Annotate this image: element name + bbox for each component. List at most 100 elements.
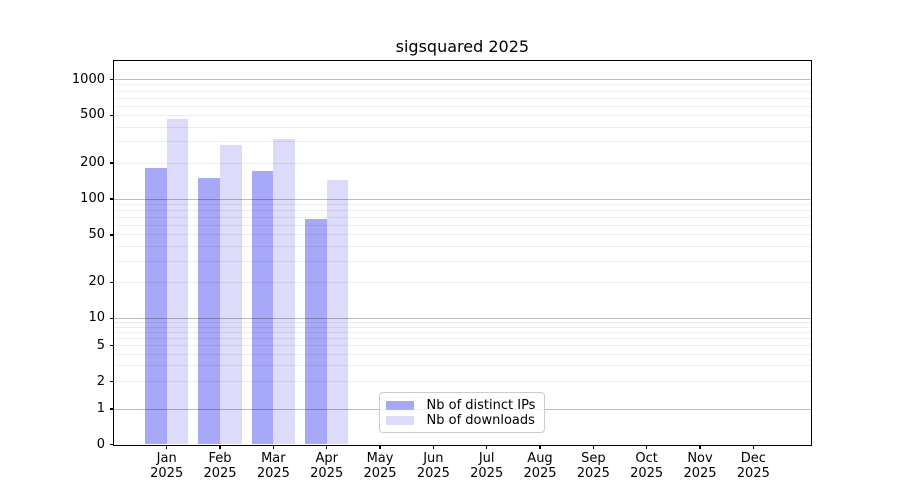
y-tick-mark <box>109 317 114 319</box>
minor-gridline <box>114 260 811 262</box>
y-tick-label: 200 <box>80 155 105 171</box>
x-tick-label: Dec 2025 <box>725 451 781 481</box>
x-tick-mark <box>486 444 488 449</box>
y-tick-mark <box>109 381 114 383</box>
x-tick-label: Mar 2025 <box>245 451 301 481</box>
y-tick-label: 100 <box>80 191 105 206</box>
bar-distinct-ips-jan <box>144 168 167 445</box>
legend: Nb of distinct IPs Nb of downloads <box>378 392 545 433</box>
bar-downloads-jan <box>166 118 189 445</box>
x-tick-year: 2025 <box>150 465 184 481</box>
x-tick-year: 2025 <box>416 465 450 481</box>
x-tick-label: Jul 2025 <box>459 451 515 481</box>
x-tick-label: Nov 2025 <box>672 451 728 481</box>
minor-gridline <box>114 345 811 347</box>
x-tick-mark <box>646 444 648 449</box>
bar-downloads-mar <box>273 138 296 445</box>
y-tick-mark <box>109 78 114 81</box>
bar-downloads-apr <box>326 179 349 445</box>
legend-swatch-distinct-ips <box>385 401 414 410</box>
y-tick-label: 500 <box>80 107 105 123</box>
major-gridline <box>114 198 811 200</box>
x-tick-year: 2025 <box>256 465 290 481</box>
y-tick-mark <box>109 281 114 283</box>
x-tick-year: 2025 <box>736 465 770 481</box>
x-tick-year: 2025 <box>363 465 397 481</box>
minor-gridline <box>114 126 811 128</box>
minor-gridline <box>114 114 811 116</box>
x-tick-mark <box>166 444 168 449</box>
bar-distinct-ips-mar <box>251 171 274 445</box>
y-tick-label: 5 <box>96 337 105 353</box>
minor-gridline <box>114 234 811 236</box>
legend-label-distinct-ips: Nb of distinct IPs <box>426 398 536 413</box>
x-tick-mark <box>592 444 594 449</box>
minor-gridline <box>114 105 811 107</box>
minor-gridline <box>114 203 811 205</box>
bar-distinct-ips-apr <box>304 218 327 445</box>
minor-gridline <box>114 90 811 92</box>
x-tick-label: Jun 2025 <box>405 451 461 481</box>
x-tick-mark <box>432 444 434 449</box>
x-tick-year: 2025 <box>310 465 344 481</box>
x-tick-mark <box>272 444 274 449</box>
major-gridline <box>114 79 811 80</box>
legend-swatch-downloads <box>385 416 414 425</box>
y-tick-label: 50 <box>88 226 105 242</box>
minor-gridline <box>114 216 811 218</box>
x-tick-label: Oct 2025 <box>619 451 675 481</box>
y-tick-mark <box>109 162 114 164</box>
minor-gridline <box>114 331 811 333</box>
x-tick-mark <box>326 444 328 449</box>
legend-label-downloads: Nb of downloads <box>426 413 535 428</box>
x-tick-mark <box>539 444 541 449</box>
minor-gridline <box>114 281 811 283</box>
y-tick-label: 2 <box>96 373 105 389</box>
x-tick-year: 2025 <box>576 465 610 481</box>
x-tick-label: Apr 2025 <box>299 451 355 481</box>
chart-title: sigsquared 2025 <box>395 37 530 56</box>
x-tick-year: 2025 <box>523 465 557 481</box>
legend-entry-downloads: Nb of downloads <box>385 413 535 428</box>
x-tick-year: 2025 <box>203 465 237 481</box>
minor-gridline <box>114 365 811 367</box>
y-tick-label: 20 <box>88 274 105 290</box>
x-tick-mark <box>752 444 754 449</box>
minor-gridline <box>114 353 811 355</box>
y-tick-label: 10 <box>88 310 105 326</box>
x-tick-year: 2025 <box>470 465 504 481</box>
x-tick-label: May 2025 <box>352 451 408 481</box>
minor-gridline <box>114 97 811 99</box>
major-gridline <box>114 317 811 319</box>
minor-gridline <box>114 381 811 383</box>
minor-gridline <box>114 224 811 226</box>
y-tick-mark <box>109 408 114 410</box>
x-tick-mark <box>219 444 221 449</box>
y-tick-mark <box>109 198 114 200</box>
bar-distinct-ips-feb <box>198 177 221 445</box>
x-tick-year: 2025 <box>683 465 717 481</box>
y-tick-mark <box>109 345 114 347</box>
y-tick-mark <box>109 234 114 236</box>
y-tick-label: 1 <box>96 401 105 416</box>
x-tick-mark <box>379 444 381 449</box>
y-tick-mark <box>109 114 114 117</box>
x-tick-mark <box>699 444 701 449</box>
minor-gridline <box>114 321 811 323</box>
x-tick-label: Jan 2025 <box>139 451 195 481</box>
legend-entry-distinct-ips: Nb of distinct IPs <box>385 398 536 413</box>
y-tick-mark <box>109 443 114 446</box>
minor-gridline <box>114 337 811 339</box>
bar-downloads-feb <box>220 144 242 445</box>
minor-gridline <box>114 141 811 143</box>
x-tick-label: Aug 2025 <box>512 451 568 481</box>
x-tick-year: 2025 <box>630 465 664 481</box>
y-tick-label: 1000 <box>71 71 105 87</box>
minor-gridline <box>114 210 811 212</box>
minor-gridline <box>114 84 811 86</box>
minor-gridline <box>114 245 811 247</box>
minor-gridline <box>114 162 811 164</box>
x-tick-label: Sep 2025 <box>565 451 621 481</box>
y-tick-label: 0 <box>96 436 105 452</box>
